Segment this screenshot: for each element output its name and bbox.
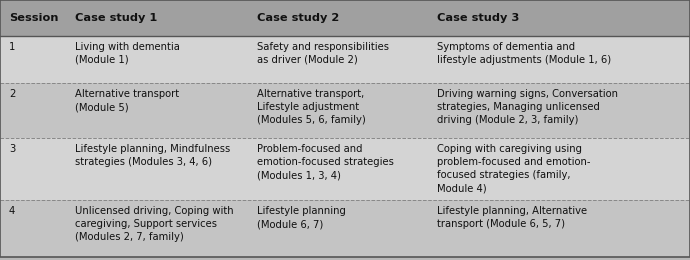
Text: 2: 2 xyxy=(9,89,15,99)
Bar xyxy=(0,83,690,138)
Text: Case study 2: Case study 2 xyxy=(257,13,339,23)
Bar xyxy=(0,138,690,200)
Text: Alternative transport
(Module 5): Alternative transport (Module 5) xyxy=(75,89,179,112)
Text: Case study 1: Case study 1 xyxy=(75,13,157,23)
Bar xyxy=(0,200,690,257)
Text: Lifestyle planning, Mindfulness
strategies (Modules 3, 4, 6): Lifestyle planning, Mindfulness strategi… xyxy=(75,144,230,167)
Text: Case study 3: Case study 3 xyxy=(437,13,519,23)
Text: Lifestyle planning, Alternative
transport (Module 6, 5, 7): Lifestyle planning, Alternative transpor… xyxy=(437,206,587,229)
Text: Unlicensed driving, Coping with
caregiving, Support services
(Modules 2, 7, fami: Unlicensed driving, Coping with caregivi… xyxy=(75,206,233,242)
Text: 1: 1 xyxy=(9,42,15,51)
Bar xyxy=(0,0,690,36)
Text: Driving warning signs, Conversation
strategies, Managing unlicensed
driving (Mod: Driving warning signs, Conversation stra… xyxy=(437,89,618,125)
Text: Problem-focused and
emotion-focused strategies
(Modules 1, 3, 4): Problem-focused and emotion-focused stra… xyxy=(257,144,394,180)
Text: 4: 4 xyxy=(9,206,15,216)
Text: Safety and responsibilities
as driver (Module 2): Safety and responsibilities as driver (M… xyxy=(257,42,389,65)
Text: Symptoms of dementia and
lifestyle adjustments (Module 1, 6): Symptoms of dementia and lifestyle adjus… xyxy=(437,42,611,65)
Text: Lifestyle planning
(Module 6, 7): Lifestyle planning (Module 6, 7) xyxy=(257,206,346,229)
Text: Coping with caregiving using
problem-focused and emotion-
focused strategies (fa: Coping with caregiving using problem-foc… xyxy=(437,144,590,194)
Text: Session: Session xyxy=(9,13,59,23)
Text: Alternative transport,
Lifestyle adjustment
(Modules 5, 6, family): Alternative transport, Lifestyle adjustm… xyxy=(257,89,366,125)
Text: 3: 3 xyxy=(9,144,15,154)
Bar xyxy=(0,36,690,83)
Text: Living with dementia
(Module 1): Living with dementia (Module 1) xyxy=(75,42,179,65)
